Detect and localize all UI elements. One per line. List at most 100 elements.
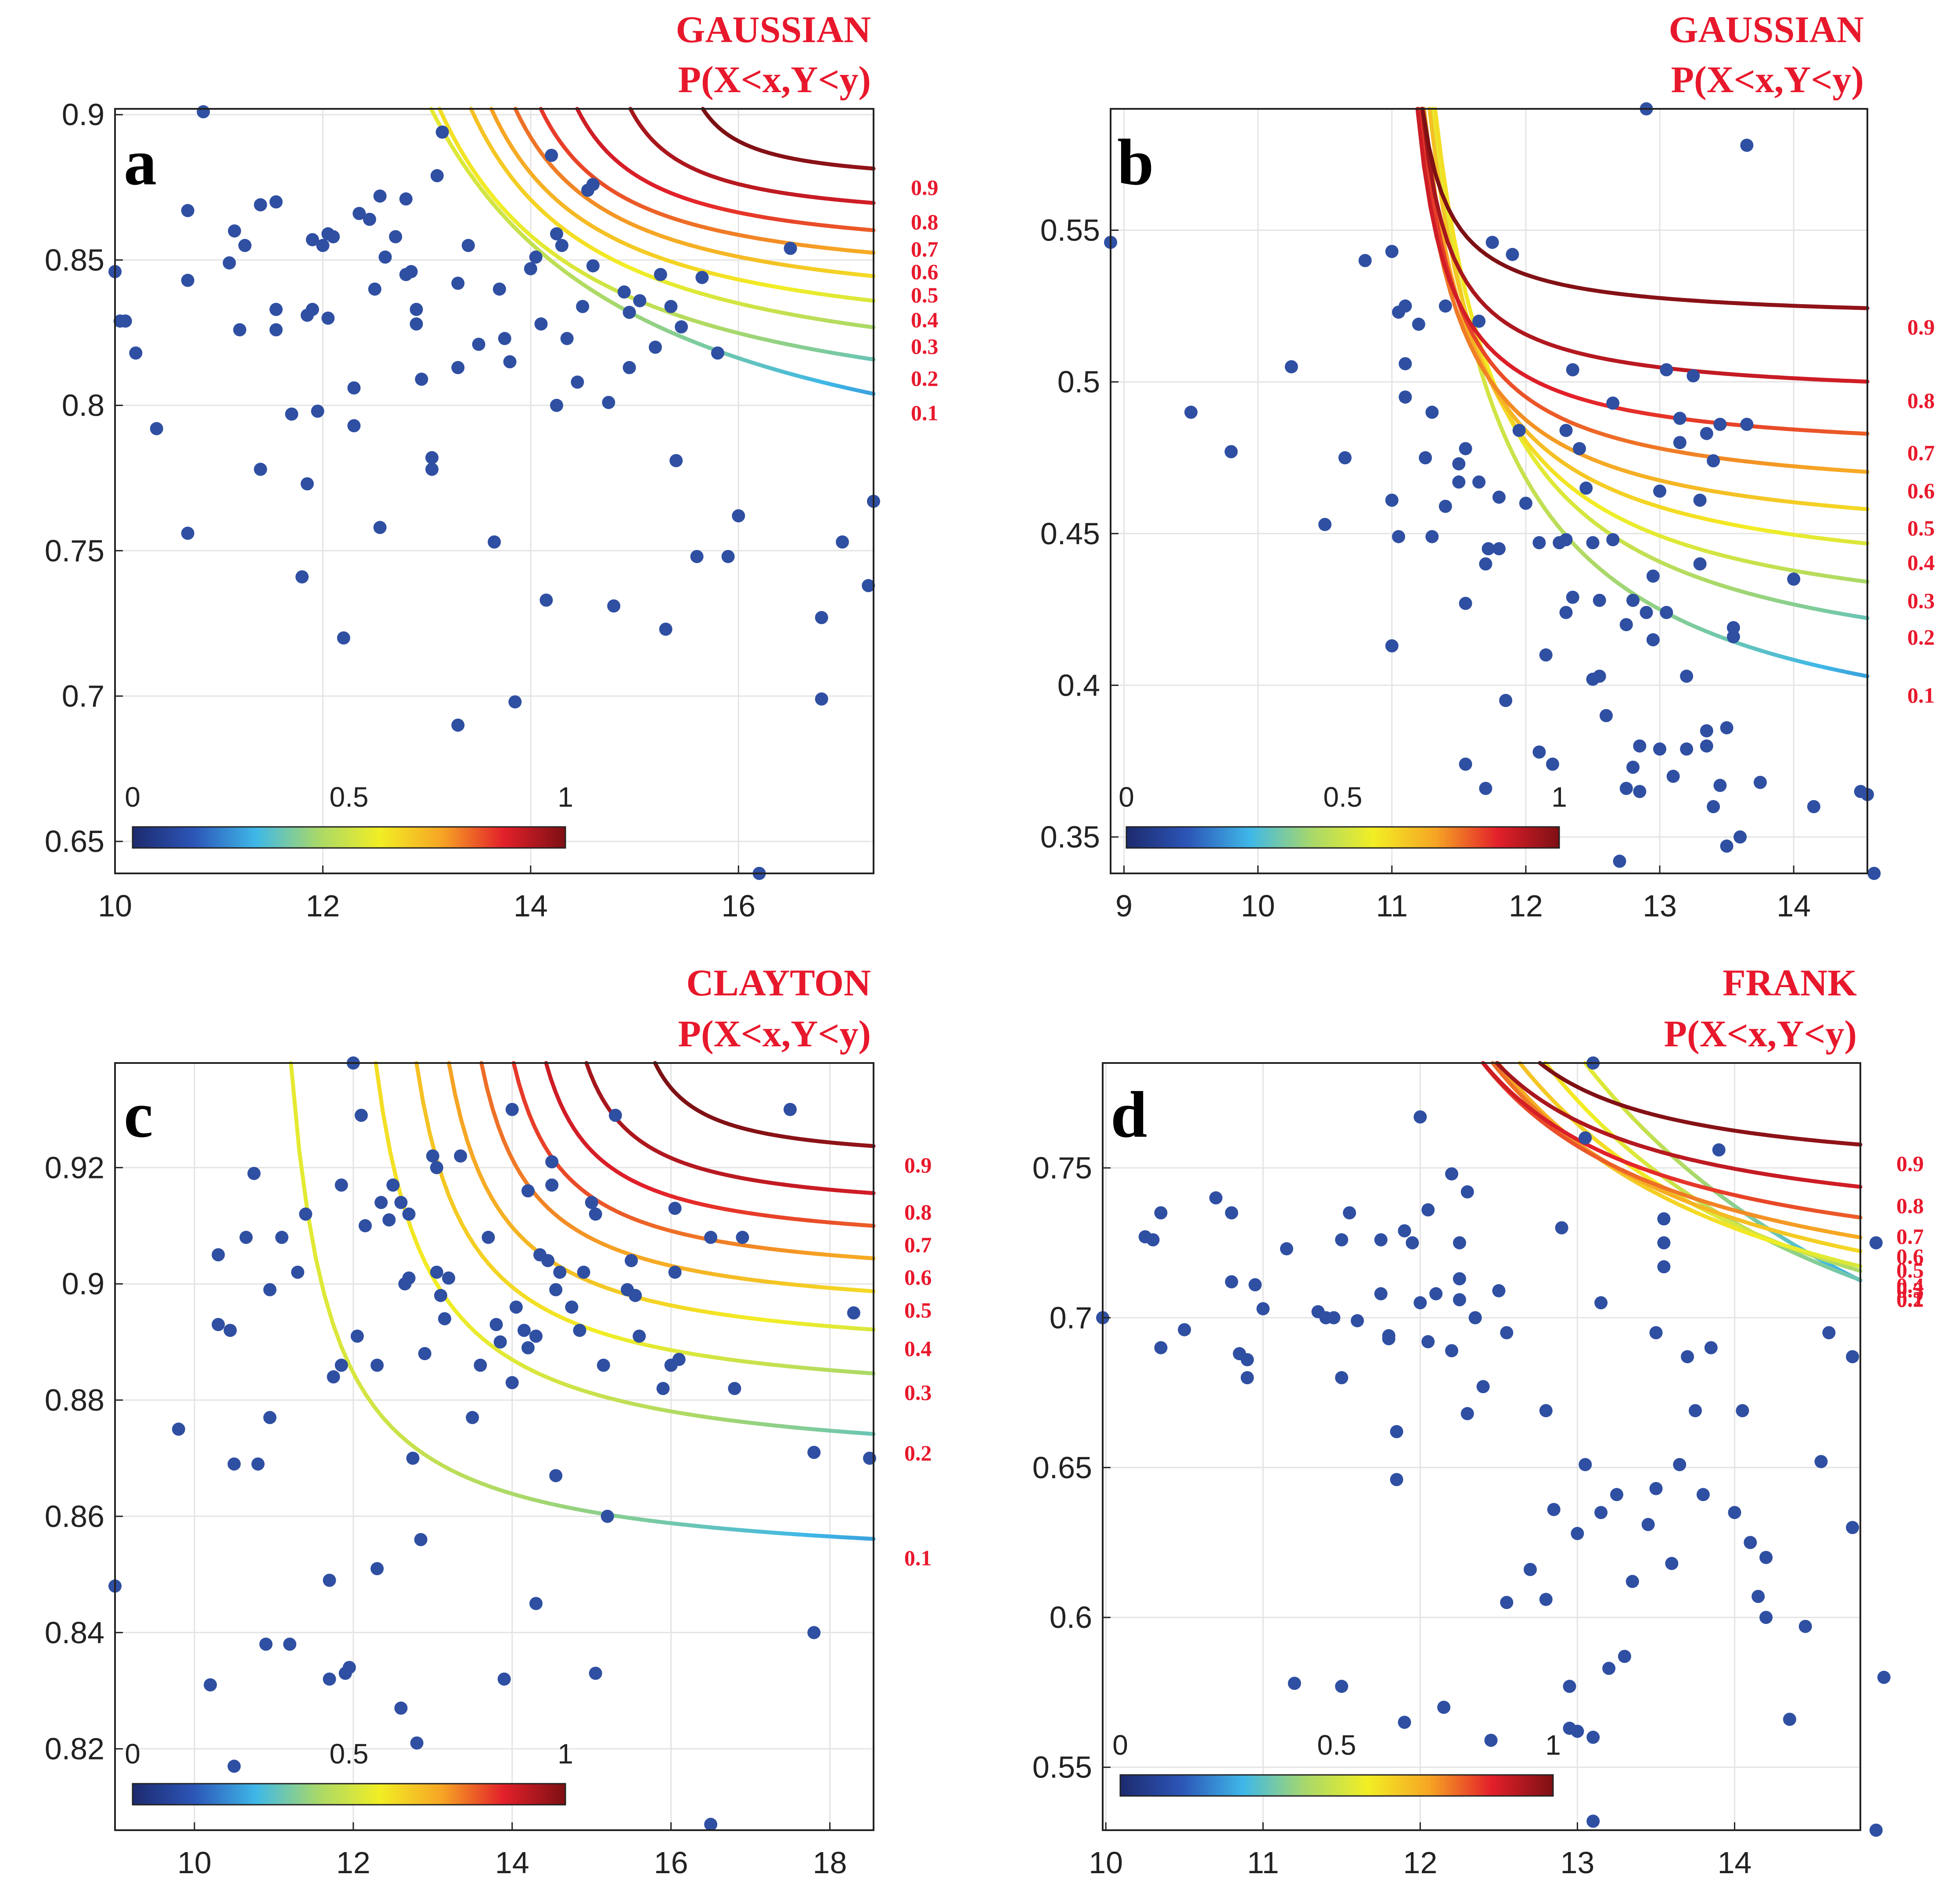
panel-b-data-point (1733, 830, 1747, 844)
panel-c-data-point (573, 1324, 586, 1337)
panel-d-data-point (1453, 1236, 1466, 1250)
panel-d-data-point (1468, 1311, 1482, 1325)
panel-c-level-label: 0.2 (904, 1440, 932, 1465)
panel-b-contour-segment (1464, 292, 1474, 320)
panel-b-level-label: 0.8 (1907, 388, 1935, 413)
panel-d-y-tick-label: 0.6 (1050, 1600, 1092, 1634)
panel-b-data-point (1693, 493, 1707, 507)
panel-d-colorbar-tick-0-5: 0.5 (1317, 1729, 1356, 1761)
panel-d-data-point (1437, 1701, 1451, 1714)
panel-b-data-point (1740, 139, 1754, 152)
panel-b-contour-segment (1859, 379, 1870, 384)
panel-d-data-point (1610, 1488, 1623, 1501)
panel-c-level-label: 0.7 (904, 1232, 932, 1257)
panel-c-contour-segment (544, 1061, 553, 1081)
panel-b-data-point (1452, 475, 1466, 489)
panel-b-data-point (1700, 739, 1713, 753)
panel-d-data-point (1657, 1236, 1671, 1250)
panel-c-contour-segment (483, 1184, 493, 1199)
panel-c-contours (289, 1061, 876, 1541)
panel-b-contour-segment (1451, 233, 1462, 269)
panel-a-y-tick-label: 0.8 (62, 388, 104, 423)
panel-d-contour-0-7 (1481, 1061, 1863, 1220)
panel-c-contour-segment (864, 1431, 876, 1436)
panel-a-data-point (181, 273, 194, 287)
panel-b-level-label: 0.2 (1907, 625, 1935, 649)
panel-c-data-point (728, 1382, 741, 1395)
panel-c-data-point (251, 1457, 265, 1471)
panel-c-data-point (204, 1678, 217, 1691)
panel-d-data-point (1681, 1350, 1694, 1364)
panel-b-title-line-1: GAUSSIAN (1669, 8, 1864, 50)
panel-b-data-point (1673, 412, 1687, 425)
panel-b-data-point (1559, 606, 1573, 619)
panel-c-contour-segment (485, 1086, 495, 1111)
panel-d-data-point (1649, 1482, 1663, 1495)
panel-c-data-point (585, 1196, 598, 1209)
panel-d-data-point (1798, 1620, 1812, 1633)
panel-b-contour-0-9 (1421, 107, 1870, 310)
panel-a-data-point (347, 381, 361, 395)
panel-c-contour-segment (339, 1343, 351, 1367)
panel-b-contour-segment (1461, 328, 1472, 347)
panel-a-data-point (493, 282, 506, 296)
panel-a-contour-0-7 (575, 107, 876, 233)
panel-d-level-label: 0.8 (1896, 1193, 1924, 1218)
panel-b-data-point (1492, 490, 1506, 504)
panel-d-x-tick-label: 12 (1403, 1846, 1437, 1880)
panel-d-data-point (1751, 1590, 1765, 1603)
panel-b-data-point (1687, 369, 1700, 383)
panel-b-data-point (1439, 499, 1452, 513)
panel-c-data-point (474, 1358, 487, 1372)
panel-c-data-point (545, 1155, 559, 1169)
panel-a-data-point (602, 396, 615, 409)
panel-b-data-point (1606, 533, 1620, 546)
panel-c-data-point (327, 1370, 340, 1384)
panel-c-contour-segment (381, 1110, 392, 1153)
panel-a-contour-segment (865, 390, 876, 396)
panel-d-data-point (1555, 1221, 1568, 1235)
panel-c-data-point (625, 1254, 638, 1268)
panel-b-level-label: 0.1 (1907, 683, 1935, 707)
panel-a-data-point (451, 718, 465, 732)
panel-b-contour-segment (1499, 425, 1509, 444)
panel-d-level-label: 0.9 (1896, 1151, 1924, 1176)
panel-b-grid (1111, 109, 1867, 873)
panel-a-data-point (378, 250, 392, 264)
panel-a-contour-segment (437, 107, 448, 124)
panel-c-data-point (430, 1161, 443, 1174)
panel-c-data-point (633, 1329, 646, 1343)
panel-b-y-ticks: 0.35 0.4 0.45 0.5 0.55 (1040, 213, 1118, 854)
panel-d-level-label: 0.3 (1896, 1278, 1924, 1302)
panel-d-data-point (1594, 1296, 1608, 1310)
panel-d-data-point (1256, 1302, 1270, 1315)
panel-b-data-point (1720, 839, 1733, 853)
panel-b-contour-0-6 (1419, 107, 1870, 474)
panel-a-data-point (498, 332, 511, 345)
panel-c-data-point (374, 1196, 388, 1209)
panel-b-contour-segment (1439, 156, 1449, 202)
panel-a-data-point (425, 451, 439, 464)
panel-c-data-point (247, 1167, 261, 1180)
panel-a-data-point (815, 692, 828, 706)
panel-c-data-point (629, 1289, 642, 1302)
panel-b-data-point (1619, 782, 1633, 795)
panel-b-data-point (1660, 606, 1673, 619)
panel-b-level-label: 0.9 (1907, 315, 1935, 339)
panel-a-data-point (550, 227, 563, 241)
panel-c-contour-segment (453, 1092, 463, 1122)
panel-b-contour-segment (1486, 392, 1497, 413)
panel-c-y-tick-label: 0.86 (45, 1499, 104, 1533)
panel-c-contour-segment (306, 1210, 318, 1261)
panel-c-data-point (354, 1109, 368, 1122)
panel-b-data-point (1399, 357, 1412, 370)
panel-b-contour-segment (1503, 406, 1513, 421)
panel-a-contour-0-1 (429, 107, 876, 396)
panel-c-contour-segment (553, 1089, 562, 1105)
panel-b-data-point (1579, 481, 1593, 495)
panel-d-data-point (1657, 1260, 1671, 1274)
panel-d-data-point (1335, 1680, 1349, 1693)
panel-c-data-point (291, 1265, 305, 1279)
panel-c-y-tick-label: 0.9 (62, 1267, 104, 1301)
panel-b-contour-segment (1464, 318, 1474, 336)
